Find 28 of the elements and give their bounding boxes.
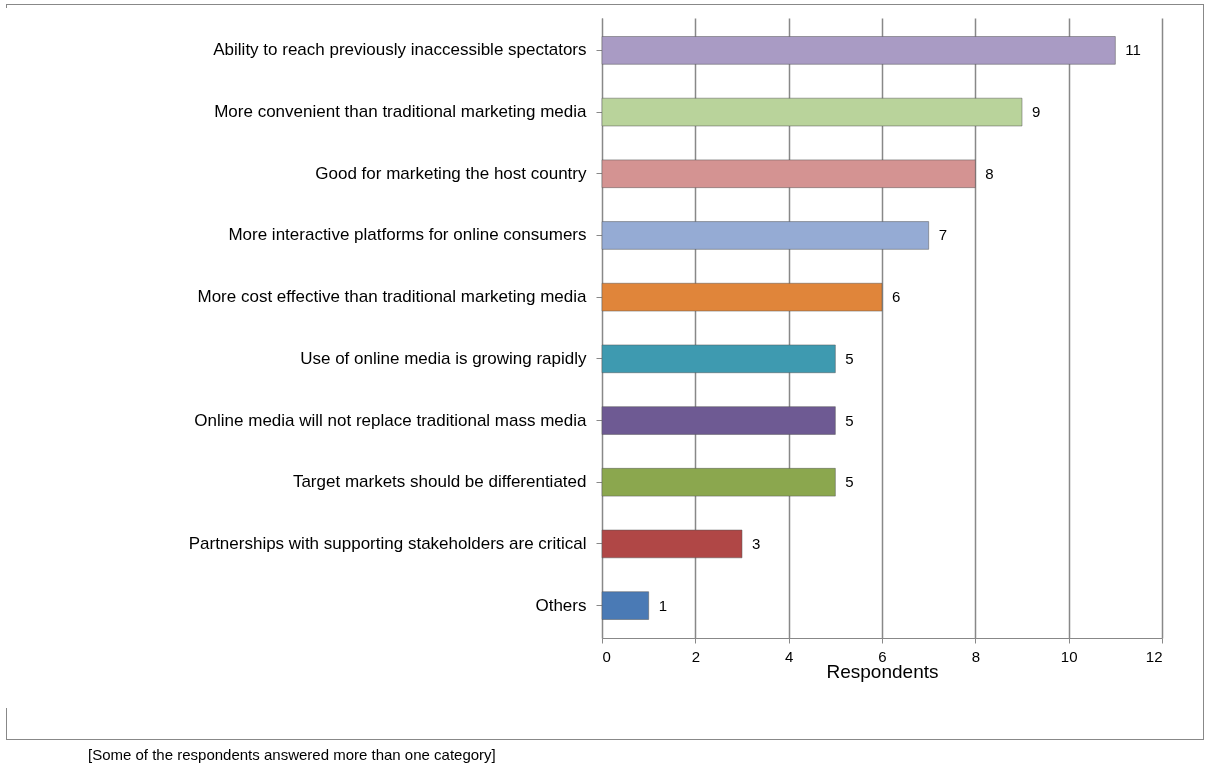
y-tick-label: Others (535, 595, 587, 615)
y-tick-label: Online media will not replace traditional mass media (194, 410, 588, 430)
y-tick-label: Use of online media is growing rapidly (300, 348, 587, 368)
y-tick-label: Good for marketing the host country (315, 163, 587, 183)
x-tick-label: 4 (784, 647, 794, 665)
text: [Some of the respondents answered more than one category] (88, 746, 496, 763)
data-label: 5 (845, 411, 854, 429)
y-tick-label: Partnerships with supporting stakeholders are critical (188, 533, 587, 553)
y-tick-label: Target markets should be differentiated (292, 472, 587, 492)
y-tick-label: More convenient than traditional marketing media (214, 102, 588, 122)
data-label: 1 (658, 596, 668, 614)
x-tick-label: 2 (691, 647, 701, 665)
y-tick-label: More interactive platforms for online consumers (228, 225, 587, 245)
data-label: 5 (845, 349, 854, 367)
data-label: 11 (1125, 41, 1141, 59)
data-label: 8 (985, 164, 994, 182)
y-tick-label: Ability to reach previously inaccessible spectators (213, 40, 587, 60)
x-tick-label: 12 (1145, 647, 1163, 665)
x-tick-label: 6 (878, 647, 887, 665)
data-label: 5 (845, 473, 854, 491)
data-label: 3 (752, 534, 761, 552)
x-tick-label: 8 (971, 647, 981, 665)
y-tick-label: More cost effective than traditional marketing media (197, 287, 588, 307)
data-label: 9 (1032, 103, 1041, 121)
x-tick-label: 0 (602, 647, 611, 665)
x-tick-label: 10 (1060, 647, 1078, 665)
data-label: 7 (938, 226, 948, 244)
data-label: 6 (892, 288, 901, 306)
